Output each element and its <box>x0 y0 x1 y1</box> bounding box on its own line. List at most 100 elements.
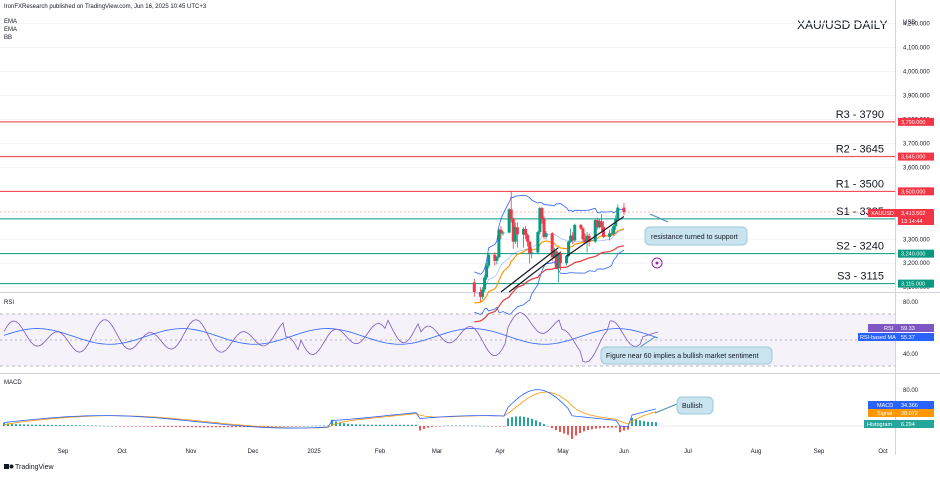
time-axis-label: Oct <box>878 449 888 455</box>
macd-histogram-bar <box>567 426 569 435</box>
macd-histogram-bar <box>223 426 225 428</box>
macd-histogram-bar <box>455 425 457 427</box>
macd-histogram-bar <box>387 424 389 426</box>
candle-body[interactable] <box>542 218 546 237</box>
event-flag-icon[interactable] <box>651 257 663 269</box>
candle-body[interactable] <box>616 207 620 219</box>
candle-body[interactable] <box>597 221 601 228</box>
candle-body[interactable] <box>497 229 501 258</box>
candle-body[interactable] <box>472 282 476 292</box>
rsi-tick-40: 40.00 <box>903 352 919 358</box>
macd-histogram-bar <box>87 425 89 426</box>
macd-histogram-bar <box>11 423 13 426</box>
macd-histogram-bar <box>503 426 505 427</box>
candle-body[interactable] <box>478 292 482 297</box>
candle-body[interactable] <box>608 233 612 237</box>
macd-panel: MACD 80.00 MACD 34.366 Signal 28.072 His… <box>0 380 934 439</box>
price-tick-label: 3,100.000 <box>903 285 930 291</box>
candle-body[interactable] <box>485 265 489 278</box>
candle-body[interactable] <box>501 232 505 234</box>
candle-body[interactable] <box>528 241 532 254</box>
candle-body[interactable] <box>538 208 542 233</box>
candle-body[interactable] <box>515 227 519 235</box>
candle-body[interactable] <box>581 228 585 240</box>
candle-body[interactable] <box>585 235 589 242</box>
candle-body[interactable] <box>579 224 583 229</box>
level-price-label: 3,645.000 <box>901 155 925 161</box>
candle-body[interactable] <box>530 252 534 254</box>
candle-body[interactable] <box>540 208 544 219</box>
macd-histogram-bar <box>79 425 81 426</box>
macd-histogram-bar <box>439 426 441 427</box>
candle-body[interactable] <box>587 235 591 242</box>
macd-histogram <box>3 416 657 439</box>
rsi-ma-legend-tag <box>858 333 898 341</box>
level-price-label: 3,500.000 <box>901 189 925 195</box>
candle-body[interactable] <box>481 289 484 297</box>
candle-body[interactable] <box>513 227 517 242</box>
macd-histogram-bar <box>207 426 209 428</box>
candle-body[interactable] <box>493 254 497 261</box>
trendline[interactable] <box>508 251 561 293</box>
candle-body[interactable] <box>507 209 511 233</box>
annotation-box-support[interactable] <box>644 226 748 246</box>
trendline[interactable] <box>566 216 625 257</box>
candle-body[interactable] <box>573 224 577 241</box>
candle-body[interactable] <box>556 253 560 269</box>
candle-body[interactable] <box>499 229 503 234</box>
time-axis-label: Oct <box>117 449 127 455</box>
candle-body[interactable] <box>511 218 515 242</box>
annotation-box-rsi[interactable] <box>600 346 773 365</box>
macd-histogram-bar <box>487 425 489 427</box>
macd-histogram-bar <box>367 424 369 426</box>
candle-body[interactable] <box>544 233 548 237</box>
candle-body[interactable] <box>569 235 573 242</box>
macd-annotation-arrow <box>654 403 678 414</box>
macd-histogram-bar <box>59 424 61 426</box>
candle-body[interactable] <box>550 233 554 258</box>
candle-body[interactable] <box>571 235 575 241</box>
candle-body[interactable] <box>595 220 599 228</box>
candle-body[interactable] <box>622 207 626 213</box>
currency-label: USD <box>903 20 916 26</box>
level-price-tag <box>898 279 934 288</box>
candle-body[interactable] <box>495 257 499 261</box>
macd-histogram-bar <box>339 422 341 426</box>
macd-histogram-bar <box>351 424 353 426</box>
candle-body[interactable] <box>558 253 562 264</box>
candle-body[interactable] <box>567 241 571 257</box>
annotation-box-macd[interactable] <box>676 396 714 415</box>
candle-body[interactable] <box>593 220 597 242</box>
macd-histogram-bar <box>527 417 529 426</box>
candle-body[interactable] <box>522 228 525 235</box>
candle-body[interactable] <box>536 232 540 253</box>
rsi-annotation-arrow <box>639 336 656 348</box>
candle-body[interactable] <box>583 239 587 242</box>
candle-body[interactable] <box>552 251 556 258</box>
candle-body[interactable] <box>565 256 569 264</box>
candle-body[interactable] <box>554 251 558 269</box>
macd-histogram-bar <box>559 426 561 432</box>
signal-legend-tag <box>868 409 898 417</box>
candle-body[interactable] <box>610 233 614 235</box>
macd-histogram-bar <box>67 425 69 426</box>
candle-body[interactable] <box>612 226 616 235</box>
macd-histogram-bar <box>215 426 217 428</box>
macd-histogram-bar <box>563 426 565 434</box>
candle-body[interactable] <box>526 234 530 242</box>
macd-histogram-bar <box>271 426 273 427</box>
price-tick-label: 3,300.000 <box>903 237 930 243</box>
macd-histogram-bar <box>395 424 397 426</box>
candle-body[interactable] <box>487 254 491 266</box>
candle-body[interactable] <box>601 226 605 237</box>
candle-body[interactable] <box>599 221 603 227</box>
macd-histogram-bar <box>139 426 141 427</box>
candle-body[interactable] <box>483 277 487 290</box>
candle-body[interactable] <box>509 209 513 219</box>
annotation-support: resistance turned to support <box>651 234 738 241</box>
candle-body[interactable] <box>524 228 528 235</box>
annotation-macd: Bullish <box>682 403 703 410</box>
trendline[interactable] <box>500 247 559 293</box>
macd-histogram-bar <box>55 424 57 426</box>
level-name: R2 - 3645 <box>836 144 884 156</box>
